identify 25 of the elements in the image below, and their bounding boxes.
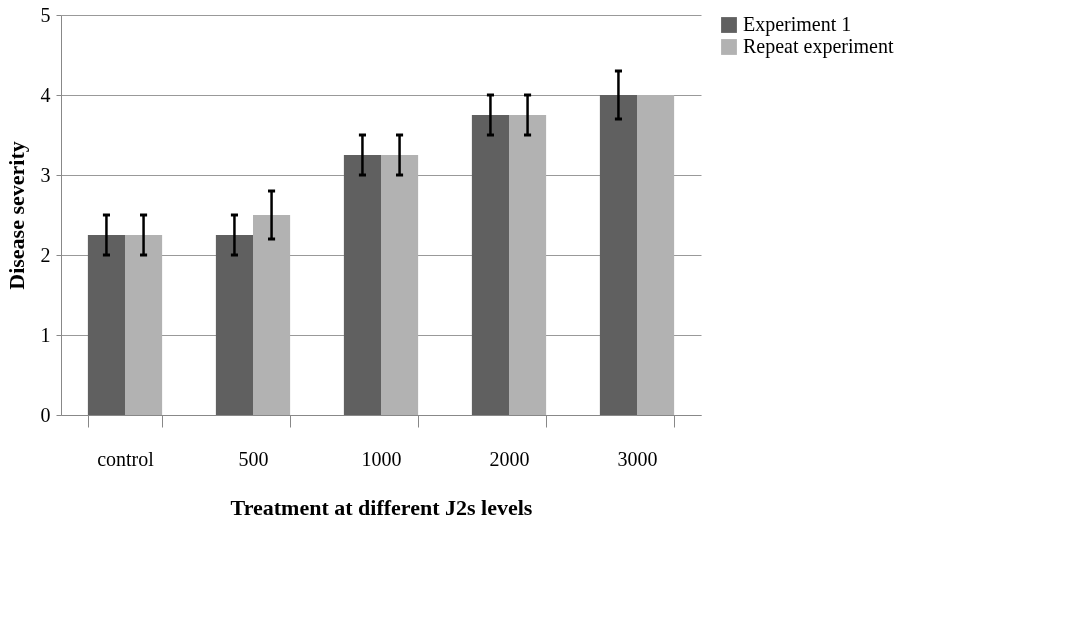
bar [599, 95, 637, 415]
bar [471, 115, 509, 415]
y-tick-label: 1 [40, 323, 51, 346]
bar [381, 155, 419, 415]
bar [253, 215, 291, 415]
y-tick-label: 5 [40, 3, 51, 26]
x-tick-label: control [97, 447, 155, 470]
y-tick-label: 3 [40, 163, 51, 186]
x-tick-label: 3000 [617, 447, 658, 470]
x-axis-title: Treatment at different J2s levels [230, 494, 533, 520]
bar [87, 235, 125, 415]
x-tick-label: 500 [238, 447, 269, 470]
y-tick-label: 0 [40, 403, 51, 426]
bar [509, 115, 547, 415]
legend-label: Repeat experiment [743, 35, 894, 58]
bar [637, 95, 675, 415]
y-tick-label: 2 [40, 243, 51, 266]
legend-label: Experiment 1 [743, 13, 852, 36]
bar [215, 235, 253, 415]
x-tick-label: 1000 [361, 447, 402, 470]
bar [125, 235, 163, 415]
y-tick-label: 4 [40, 83, 51, 106]
bar [343, 155, 381, 415]
y-axis-title: Disease severity [3, 141, 29, 290]
x-tick-label: 2000 [489, 447, 530, 470]
